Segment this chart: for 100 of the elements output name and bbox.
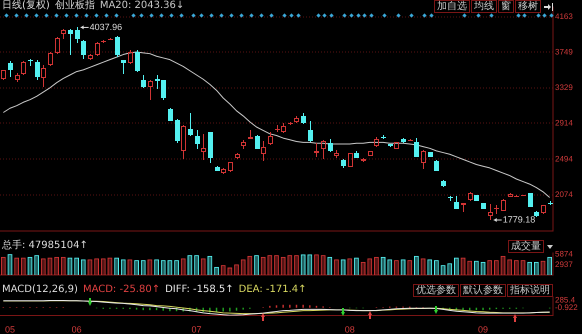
bar	[520, 260, 526, 275]
candlestick	[175, 118, 180, 144]
annotation: 加自选	[434, 0, 470, 13]
chart-title: 总手: 47985104↑	[2, 240, 88, 252]
bar	[34, 255, 40, 275]
candlestick	[308, 120, 313, 142]
candlestick	[1, 70, 6, 80]
candlestick	[241, 140, 246, 150]
bar	[314, 254, 319, 275]
text: 优选参数	[413, 284, 459, 297]
bar	[154, 259, 159, 275]
candlestick	[61, 28, 66, 40]
candlestick	[95, 42, 100, 56]
bar	[287, 255, 292, 275]
candlestick	[334, 150, 339, 158]
bar	[434, 260, 439, 275]
x-tick-label: 07	[192, 324, 202, 334]
candlestick	[195, 130, 200, 150]
bar	[68, 258, 72, 275]
bar	[494, 260, 499, 275]
bar	[334, 259, 339, 275]
series-label: MACD: -25.80↑	[82, 284, 160, 296]
candlestick	[268, 132, 273, 146]
candlestick	[314, 142, 319, 158]
bar	[20, 258, 26, 275]
y-tick-label: 3329	[555, 83, 574, 92]
bar	[148, 259, 152, 275]
bar	[440, 265, 446, 275]
series-label: DEA: -171.4↑	[238, 284, 306, 296]
candlestick	[468, 192, 473, 202]
bar	[267, 255, 272, 275]
bar	[340, 259, 346, 275]
candlestick	[448, 196, 453, 202]
bar	[480, 262, 486, 275]
candlestick	[354, 150, 359, 158]
candlestick	[248, 130, 253, 139]
x-tick-label: 06	[72, 324, 82, 334]
candlestick	[294, 116, 299, 124]
text: MA20: 2043.36↓	[100, 0, 184, 12]
bar	[407, 260, 412, 275]
candlestick	[488, 204, 493, 220]
candlestick	[48, 52, 53, 66]
y-tick-label: 4163	[555, 12, 574, 21]
candlestick	[15, 72, 20, 82]
bar	[514, 260, 519, 275]
bar	[160, 260, 166, 275]
x-tick-label: 08	[344, 324, 355, 334]
bar	[540, 260, 546, 275]
candlestick	[121, 60, 126, 74]
candlestick	[235, 152, 240, 160]
bar	[114, 258, 119, 275]
candlestick	[21, 60, 26, 76]
candlestick	[141, 74, 146, 88]
bar	[220, 265, 226, 275]
bar	[8, 254, 12, 275]
candlestick	[215, 166, 220, 171]
bar	[400, 259, 406, 275]
bar	[414, 256, 419, 275]
bar	[474, 260, 479, 275]
bar	[294, 255, 299, 275]
candlestick	[168, 108, 173, 121]
bar	[234, 264, 239, 275]
candlestick	[8, 60, 13, 78]
bar	[207, 256, 212, 275]
bar	[487, 260, 492, 275]
bar	[360, 262, 366, 275]
candlestick	[55, 36, 60, 54]
bar	[174, 260, 179, 275]
candlestick	[461, 203, 466, 212]
annotation: 4037.96	[90, 22, 122, 32]
bar	[74, 258, 80, 275]
candlestick	[255, 134, 260, 149]
bar	[394, 260, 399, 275]
candlestick	[135, 50, 140, 72]
bar	[374, 256, 379, 275]
bar	[108, 258, 112, 275]
annotation: 窗	[498, 0, 514, 13]
candlestick	[68, 28, 73, 56]
series-label: DIFF: -158.5↑	[165, 284, 234, 296]
candlestick	[541, 205, 546, 214]
bar	[88, 259, 92, 275]
bar	[420, 258, 426, 275]
annotation: 均线	[471, 0, 497, 13]
bar	[500, 256, 506, 275]
candlestick	[88, 54, 93, 60]
candlestick	[341, 158, 346, 168]
candlestick	[374, 136, 379, 148]
bar	[28, 256, 32, 275]
x-tick-label: 05	[4, 324, 15, 334]
y-tick-label: -0.922	[555, 302, 578, 312]
candlestick	[328, 138, 333, 152]
candlestick	[434, 160, 439, 171]
text: 指标说明	[507, 284, 553, 297]
candlestick	[208, 132, 213, 164]
bar	[134, 260, 139, 275]
candlestick	[128, 50, 133, 64]
bar	[214, 266, 219, 275]
candlestick	[75, 26, 80, 44]
candlestick	[181, 124, 186, 160]
candlestick	[201, 134, 206, 160]
